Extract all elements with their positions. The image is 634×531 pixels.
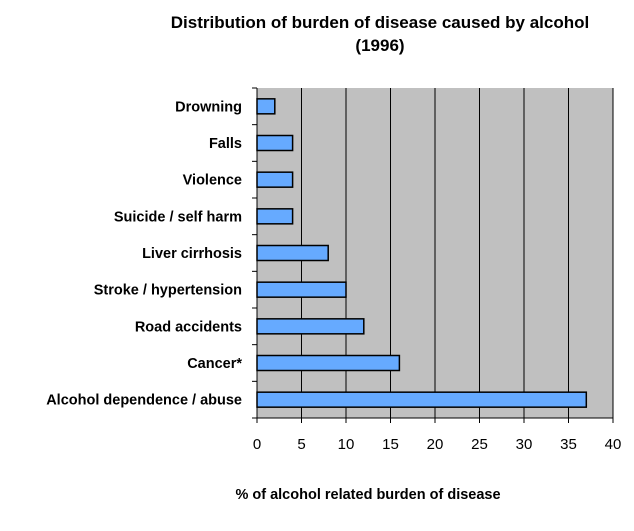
bar-liver-cirrhosis bbox=[256, 244, 329, 262]
chart-title-line-2: (1996) bbox=[355, 36, 404, 55]
category-label: Liver cirrhosis bbox=[142, 246, 242, 262]
x-tick-label: 15 bbox=[382, 436, 399, 453]
bar-stroke-hypertension bbox=[256, 281, 347, 298]
category-label: Road accidents bbox=[135, 319, 242, 335]
category-label: Violence bbox=[183, 173, 242, 189]
category-label: Stroke / hypertension bbox=[94, 283, 242, 299]
x-tick-label: 20 bbox=[427, 436, 444, 453]
x-tick-label: 40 bbox=[605, 436, 622, 453]
x-axis-label: % of alcohol related burden of disease bbox=[235, 487, 500, 503]
bar-alcohol-dependence-abuse bbox=[256, 391, 588, 408]
bar-road-accidents bbox=[256, 318, 365, 335]
category-label: Alcohol dependence / abuse bbox=[46, 393, 242, 409]
x-tick-label: 0 bbox=[253, 436, 261, 453]
bar-suicide-self-harm bbox=[256, 208, 294, 225]
chart-title-line-1: Distribution of burden of disease caused… bbox=[171, 13, 589, 32]
x-tick-label: 10 bbox=[338, 436, 355, 453]
x-tick-label: 25 bbox=[471, 436, 488, 453]
bar-violence bbox=[256, 171, 294, 188]
bar-drowning bbox=[256, 98, 276, 115]
x-tick-label: 5 bbox=[297, 436, 305, 453]
category-label: Falls bbox=[209, 136, 242, 152]
x-tick-label: 35 bbox=[560, 436, 577, 453]
category-label: Suicide / self harm bbox=[114, 209, 242, 225]
bar-cancer- bbox=[256, 354, 401, 372]
x-tick-label: 30 bbox=[516, 436, 533, 453]
bar-falls bbox=[256, 134, 294, 152]
category-label: Drowning bbox=[175, 99, 242, 115]
category-label: Cancer* bbox=[187, 356, 242, 372]
